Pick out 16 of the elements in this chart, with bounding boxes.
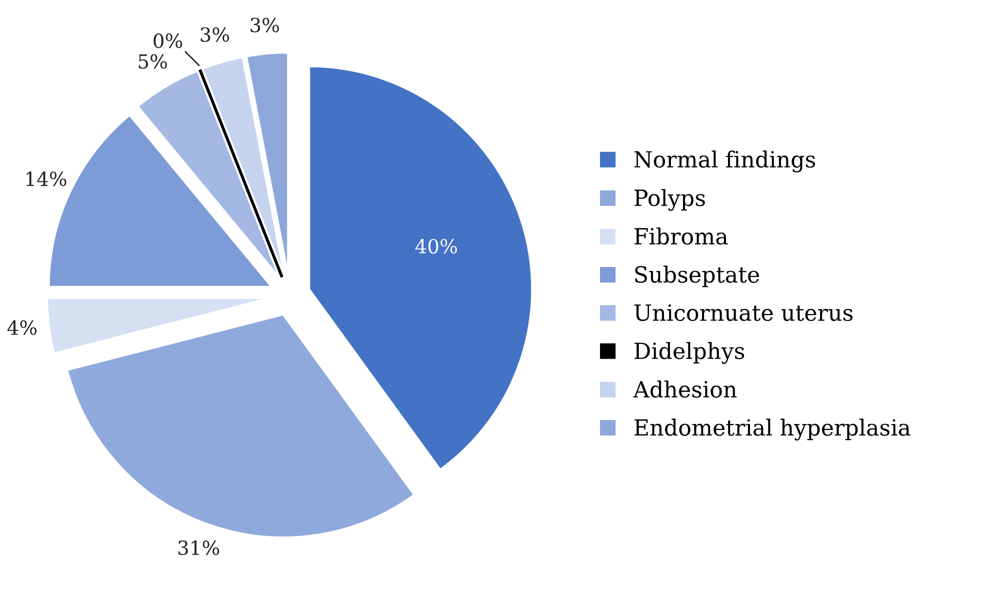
legend-label: Endometrial hyperplasia	[634, 418, 910, 440]
legend-label: Subseptate	[635, 266, 760, 288]
data-label: 3%	[200, 27, 230, 42]
legend-label: Polyps	[634, 188, 705, 211]
data-label: 3%	[250, 18, 279, 32]
legend-label: Unicornuate uterus	[634, 304, 853, 322]
legend-label: Didelphys	[634, 342, 744, 364]
legend-label: Adhesion	[633, 380, 737, 398]
legend-label: Normal findings	[634, 150, 816, 172]
data-label: 14%	[26, 172, 66, 186]
data-label: 40%	[415, 238, 457, 254]
data-label: 5%	[138, 54, 167, 69]
data-label: 31%	[178, 540, 220, 556]
data-label: 4%	[7, 320, 37, 335]
legend-label: Fibroma	[634, 227, 728, 245]
text: 0%	[154, 33, 182, 48]
